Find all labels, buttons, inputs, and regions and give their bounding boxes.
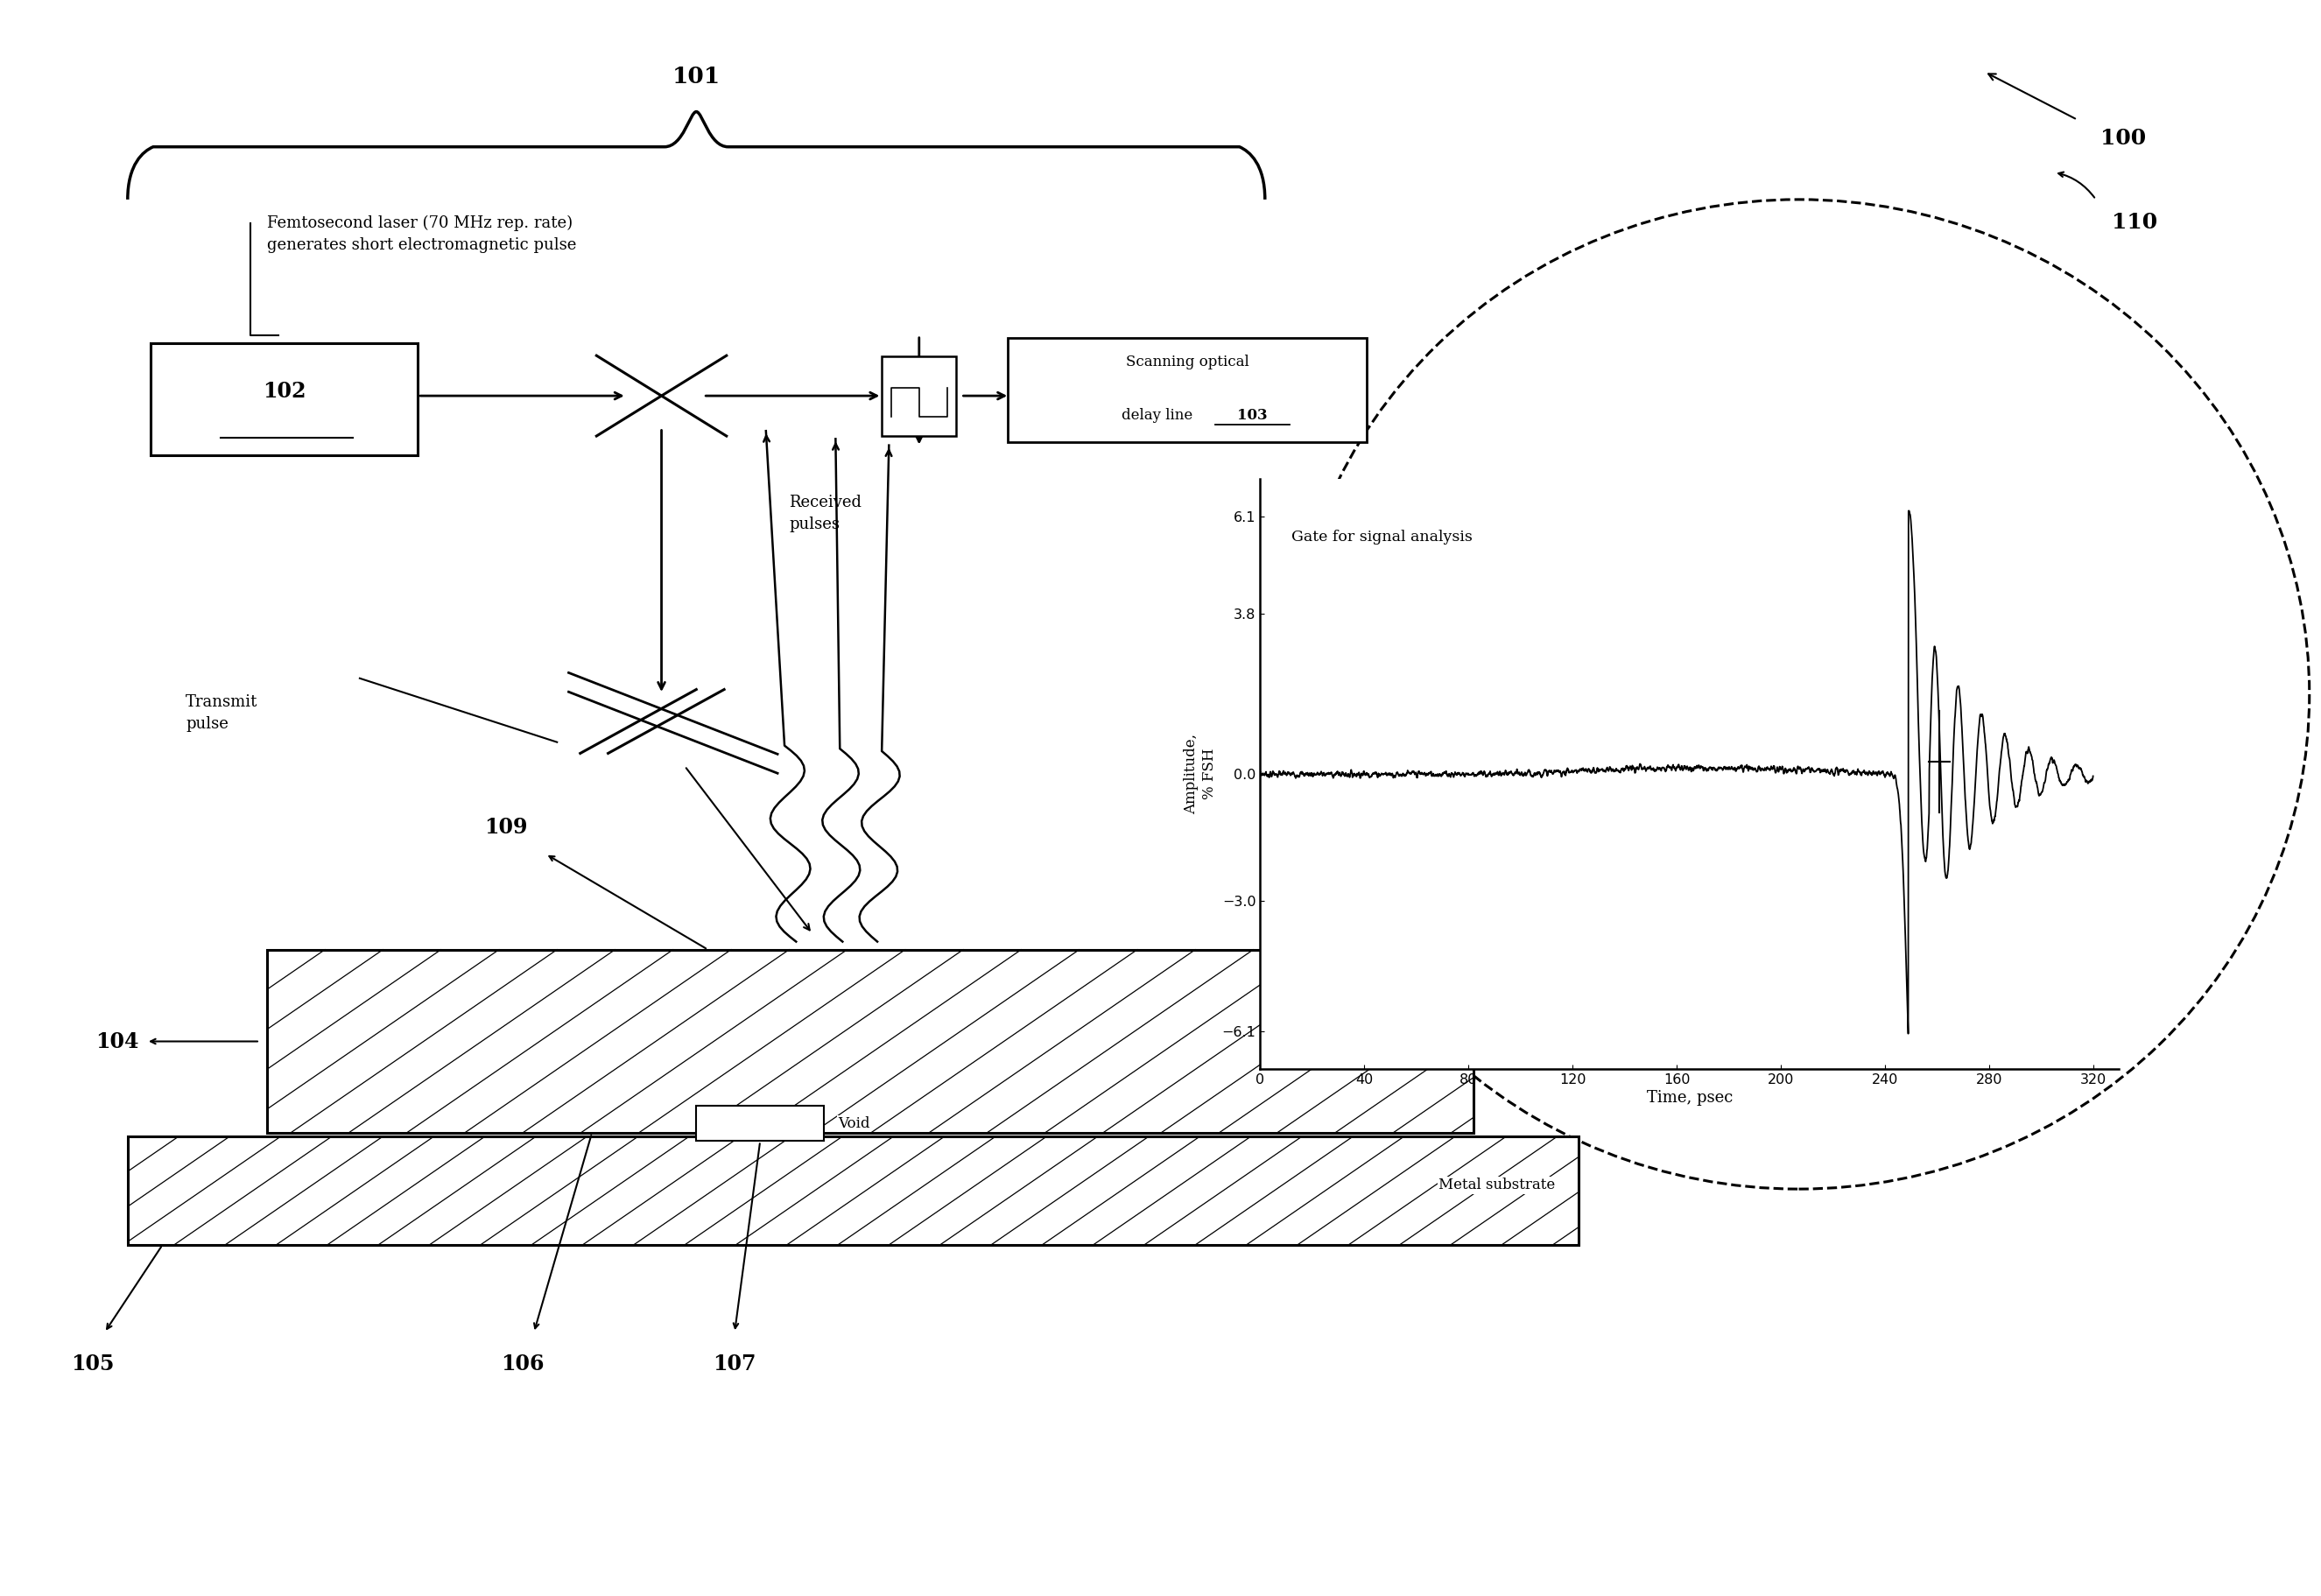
Text: 101: 101 bbox=[673, 65, 720, 88]
Text: 100: 100 bbox=[2101, 128, 2147, 148]
Text: 106: 106 bbox=[501, 1353, 543, 1374]
Bar bbox=[267, 950, 1474, 1133]
Text: 109: 109 bbox=[485, 817, 527, 838]
Text: delay line: delay line bbox=[1121, 409, 1198, 423]
Bar bbox=[151, 343, 418, 455]
Text: 104: 104 bbox=[95, 1031, 139, 1052]
Text: 105: 105 bbox=[72, 1353, 114, 1374]
Text: Foam: Foam bbox=[1407, 966, 1451, 982]
Ellipse shape bbox=[1288, 200, 2309, 1189]
Text: Received
pulses: Received pulses bbox=[789, 495, 861, 533]
Text: Femtosecond laser (70 MHz rep. rate)
generates short electromagnetic pulse: Femtosecond laser (70 MHz rep. rate) gen… bbox=[267, 215, 576, 254]
Text: 102: 102 bbox=[262, 380, 306, 402]
Text: 103: 103 bbox=[1237, 409, 1267, 423]
Text: Metal substrate: Metal substrate bbox=[1439, 1178, 1555, 1192]
Y-axis label: Amplitude,
% FSH: Amplitude, % FSH bbox=[1184, 734, 1216, 814]
X-axis label: Time, psec: Time, psec bbox=[1646, 1090, 1734, 1106]
Text: Gate for signal analysis: Gate for signal analysis bbox=[1290, 530, 1472, 544]
Text: Void: Void bbox=[838, 1116, 870, 1132]
Text: 107: 107 bbox=[713, 1353, 757, 1374]
Bar bbox=[696, 1106, 824, 1141]
Bar bbox=[882, 356, 956, 436]
Bar bbox=[1007, 338, 1367, 442]
Text: Scanning optical: Scanning optical bbox=[1126, 354, 1249, 369]
Bar bbox=[128, 1136, 1578, 1245]
Text: 108: 108 bbox=[1608, 1021, 1653, 1042]
Text: Transmit
pulse: Transmit pulse bbox=[186, 694, 258, 733]
Text: 110: 110 bbox=[2112, 212, 2159, 233]
